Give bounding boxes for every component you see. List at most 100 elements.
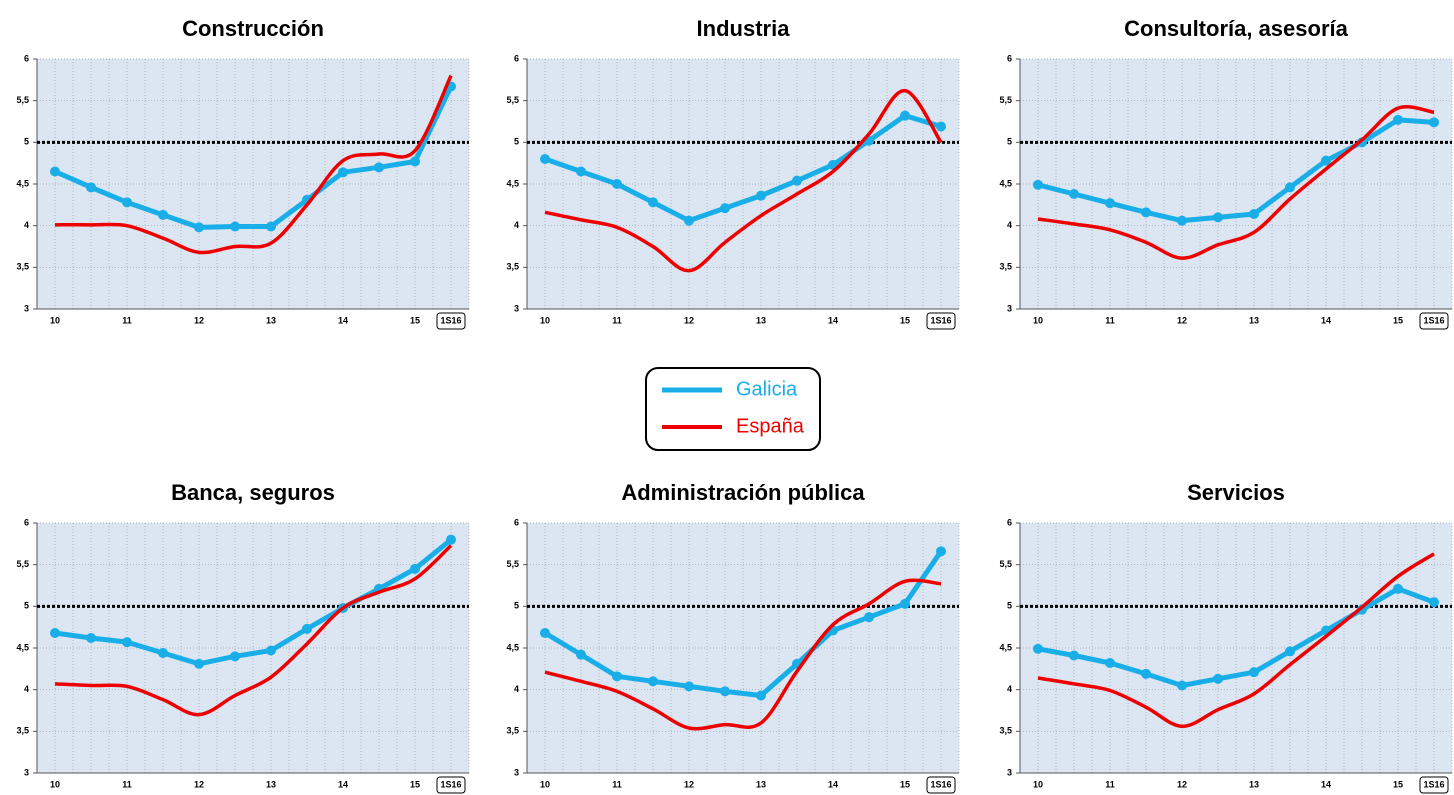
chart-title: Banca, seguros: [171, 480, 335, 505]
series-point: [792, 175, 802, 186]
series-point: [720, 686, 730, 697]
series-line: [1037, 586, 1435, 688]
series-line: [544, 113, 942, 224]
y-tick-label: 3: [514, 767, 519, 777]
y-tick-label: 3,5: [16, 262, 29, 272]
y-tick-label: 5,5: [999, 559, 1012, 569]
series-line: [54, 544, 453, 717]
chart-title: Consultoría, asesoría: [1124, 16, 1349, 41]
x-label-box: [1419, 312, 1449, 330]
series-point: [1429, 597, 1439, 608]
y-tick-label: 5,5: [999, 95, 1012, 105]
x-tick-label: 11: [1105, 315, 1115, 325]
y-tick-label: 5: [1007, 137, 1012, 147]
y-tick-label: 5,5: [506, 95, 519, 105]
series-point: [576, 166, 586, 177]
y-tick-label: 5: [24, 601, 29, 611]
x-tick-label: 12: [194, 315, 204, 325]
x-tick-label: 10: [540, 779, 550, 789]
series-line: [53, 85, 454, 230]
x-label-box: [926, 776, 956, 794]
y-tick-label: 4,5: [506, 178, 519, 188]
x-tick-label: 1S16: [440, 779, 461, 789]
legend-label: España: [736, 415, 805, 437]
x-tick-label: 12: [684, 315, 694, 325]
x-tick-label: 10: [50, 779, 60, 789]
series-point: [756, 690, 766, 701]
series-point: [1213, 673, 1223, 684]
series-point: [266, 645, 276, 656]
x-tick-label: 12: [194, 779, 204, 789]
x-tick-label: 15: [1393, 315, 1403, 325]
series-point: [720, 203, 730, 214]
series-point: [122, 197, 132, 208]
x-tick-label: 1S16: [440, 315, 461, 325]
series-point: [302, 623, 312, 634]
x-label-box: [436, 312, 466, 330]
series-point: [410, 156, 420, 167]
series-point: [1141, 668, 1151, 679]
y-tick-label: 6: [1007, 517, 1012, 527]
y-tick-label: 3: [1007, 303, 1012, 313]
y-tick-label: 4: [1007, 220, 1012, 230]
y-tick-label: 6: [514, 53, 519, 63]
series-point: [612, 179, 622, 189]
x-tick-label: 14: [828, 315, 838, 325]
y-tick-label: 5,5: [506, 559, 519, 569]
x-tick-label: 15: [410, 779, 420, 789]
y-tick-label: 4,5: [16, 178, 29, 188]
y-tick-label: 6: [24, 517, 29, 527]
series-line: [54, 537, 453, 667]
series-point: [410, 563, 420, 574]
series-point: [194, 658, 204, 669]
y-tick-label: 6: [24, 53, 29, 63]
x-tick-label: 13: [1249, 779, 1259, 789]
series-point: [756, 190, 766, 201]
series-point: [122, 637, 132, 648]
series-point: [1321, 155, 1331, 166]
chart-title: Construcción: [182, 16, 324, 41]
series-point: [50, 166, 60, 177]
series-point: [50, 628, 60, 638]
x-label-box: [926, 312, 956, 330]
y-tick-label: 4: [1007, 684, 1012, 694]
series-point: [446, 534, 456, 545]
series-point: [864, 612, 874, 623]
y-tick-label: 5,5: [16, 95, 29, 105]
y-tick-label: 3: [1007, 767, 1012, 777]
series-point: [86, 182, 96, 193]
series-point: [338, 167, 348, 178]
series-point: [1177, 215, 1187, 226]
x-tick-label: 13: [756, 779, 766, 789]
x-tick-label: 11: [612, 779, 622, 789]
x-tick-label: 11: [1105, 779, 1115, 789]
series-point: [158, 648, 168, 658]
y-tick-label: 3,5: [506, 262, 519, 272]
chart-title: Administración pública: [621, 480, 865, 505]
y-tick-label: 5: [514, 601, 519, 611]
x-tick-label: 14: [1321, 315, 1331, 325]
x-tick-label: 11: [122, 315, 132, 325]
series-point: [936, 121, 946, 132]
series-line: [1037, 552, 1435, 729]
x-tick-label: 13: [756, 315, 766, 325]
y-tick-label: 4,5: [999, 178, 1012, 188]
y-tick-label: 5: [514, 137, 519, 147]
x-tick-label: 1S16: [930, 779, 951, 789]
y-tick-label: 3,5: [506, 726, 519, 736]
legend-label: Galicia: [736, 378, 798, 400]
series-point: [230, 221, 240, 232]
x-tick-label: 14: [338, 779, 348, 789]
series-point: [374, 162, 384, 173]
series-point: [1285, 646, 1295, 657]
series-point: [936, 546, 946, 557]
series-point: [540, 154, 550, 164]
series-point: [648, 676, 658, 687]
series-line: [1037, 117, 1435, 224]
x-tick-label: 14: [338, 315, 348, 325]
series-point: [1069, 189, 1079, 199]
y-tick-label: 3,5: [16, 726, 29, 736]
series-point: [684, 681, 694, 692]
series-line: [1037, 105, 1435, 260]
y-tick-label: 3,5: [999, 262, 1012, 272]
